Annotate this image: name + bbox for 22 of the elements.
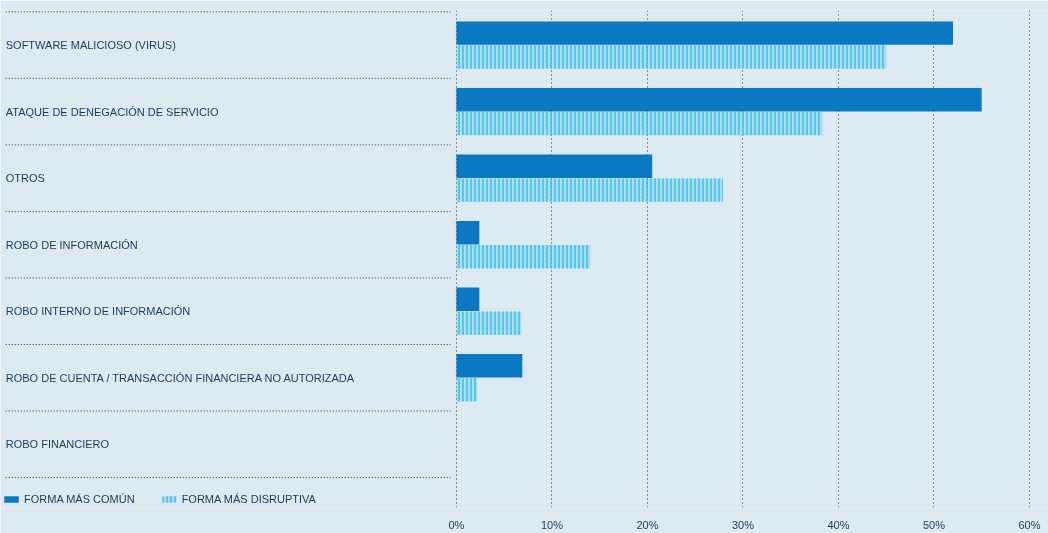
y-tick-label: ROBO DE CUENTA / TRANSACCIÓN FINANCIERA NO AUTORIZADA <box>5 371 355 384</box>
bar <box>456 21 953 45</box>
x-tick-label: 0% <box>448 518 465 531</box>
y-tick-label: ROBO FINANCIERO <box>5 438 110 451</box>
x-tick-label: 30% <box>731 518 755 531</box>
x-tick-label: 60% <box>1018 518 1041 531</box>
x-tick-label: 50% <box>922 518 946 531</box>
x-tick-label: 20% <box>636 518 659 531</box>
bar <box>456 220 480 245</box>
legend-label: FORMA MÁS COMÚN <box>24 493 135 505</box>
bar <box>456 354 523 378</box>
y-tick-label: ATAQUE DE DENEGACIÓN DE SERVICIO <box>5 105 219 118</box>
x-tick-label: 10% <box>540 518 564 531</box>
y-tick-label: SOFTWARE MALICIOSO (VIRUS) <box>5 39 176 52</box>
y-tick-label: OTROS <box>5 172 45 185</box>
bar <box>456 287 480 311</box>
bar <box>456 154 653 178</box>
bar <box>456 87 982 112</box>
x-tick-label: 40% <box>827 518 850 531</box>
y-tick-label: ROBO DE INFORMACIÓN <box>5 238 138 251</box>
legend-label: FORMA MÁS DISRUPTIVA <box>181 493 316 505</box>
y-tick-label: ROBO INTERNO DE INFORMACIÓN <box>5 305 191 318</box>
